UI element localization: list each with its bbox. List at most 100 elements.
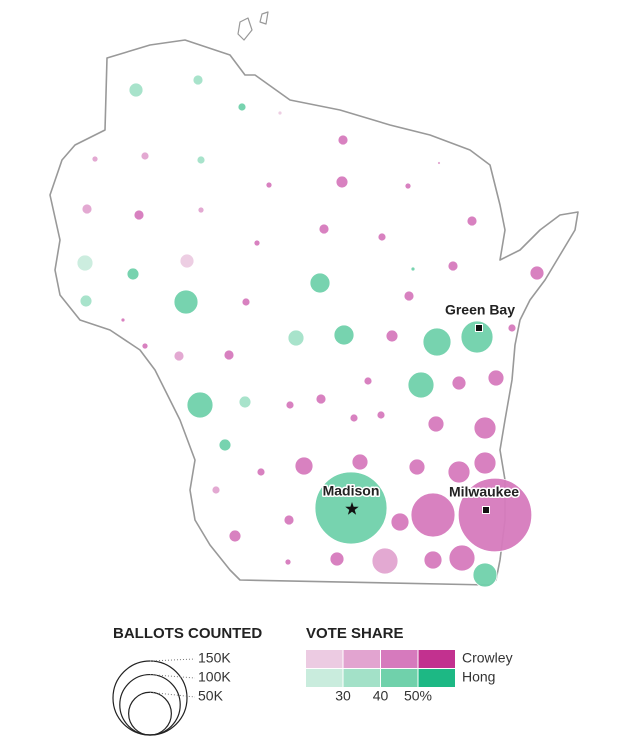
legend-series-name: Crowley <box>462 650 513 666</box>
county-bubble <box>140 151 150 161</box>
county-bubble <box>457 477 533 553</box>
county-bubble <box>218 438 232 452</box>
county-bubble <box>437 161 441 165</box>
county-bubble <box>385 329 399 343</box>
county-bubble <box>76 254 94 272</box>
county-bubble <box>91 155 99 163</box>
size-legend-circle <box>112 660 188 736</box>
county-bubble <box>173 289 199 315</box>
size-legend-circle <box>119 673 181 736</box>
county-bubble <box>238 395 252 409</box>
size-legend-leader <box>149 658 196 662</box>
share-legend-title: VOTE SHARE <box>306 625 404 642</box>
county-bubble <box>196 155 206 165</box>
legend-series-name: Hong <box>462 669 495 685</box>
county-bubble <box>333 324 355 346</box>
share-tick-label: 30 <box>335 688 351 704</box>
county-bubble <box>376 410 386 420</box>
city-label: Madison <box>323 483 380 499</box>
county-bubble <box>371 547 399 575</box>
size-legend-circle <box>128 691 172 736</box>
county-bubble <box>173 350 185 362</box>
county-bubble <box>447 460 471 484</box>
city-layer: Green Bay Madison Milwaukee <box>321 300 521 515</box>
county-bubble <box>211 485 221 495</box>
legend: BALLOTS COUNTED VOTE SHARE 150K 100K 50K Cr… <box>112 625 513 736</box>
county-bubble <box>466 215 478 227</box>
county-bubble <box>277 110 283 116</box>
county-bubble <box>128 82 144 98</box>
county-bubble <box>448 544 476 572</box>
county-bubble <box>265 181 273 189</box>
county-bubble <box>287 329 305 347</box>
county-bubble <box>315 393 327 405</box>
county-bubble <box>363 376 373 386</box>
county-bubble <box>335 175 349 189</box>
county-bubble <box>228 529 242 543</box>
city-marker <box>475 324 483 332</box>
size-legend-label: 100K <box>198 669 231 685</box>
county-bubble <box>408 458 426 476</box>
county-bubble <box>473 416 497 440</box>
county-bubble <box>256 467 266 477</box>
county-bubble <box>329 551 345 567</box>
county-bubble <box>403 290 415 302</box>
county-bubble <box>253 239 261 247</box>
share-swatch <box>306 650 343 668</box>
county-bubble <box>284 558 292 566</box>
county-bubble <box>285 400 295 410</box>
county-bubble <box>120 317 126 323</box>
county-bubble <box>529 265 545 281</box>
county-bubble <box>507 323 517 333</box>
size-legend-label: 50K <box>198 688 224 704</box>
county-bubble <box>197 206 205 214</box>
share-swatch <box>381 650 418 668</box>
county-bubble <box>192 74 204 86</box>
share-swatch <box>343 650 380 668</box>
share-swatch <box>381 669 418 687</box>
county-bubble <box>79 294 93 308</box>
city-marker <box>345 502 359 515</box>
county-bubble <box>410 492 456 538</box>
state-outline <box>49 11 579 586</box>
county-bubble <box>133 209 145 221</box>
city-label: Green Bay <box>445 302 515 318</box>
county-bubble <box>126 267 140 281</box>
county-bubble <box>427 415 445 433</box>
county-bubble <box>377 232 387 242</box>
share-tick-label: 50% <box>404 688 432 704</box>
county-bubble <box>351 453 369 471</box>
share-swatch <box>418 650 455 668</box>
size-legend-leader <box>149 674 196 679</box>
city-marker <box>482 506 490 514</box>
county-bubble <box>309 272 331 294</box>
county-bubble <box>241 297 251 307</box>
county-bubble <box>451 375 467 391</box>
county-bubble <box>318 223 330 235</box>
county-bubble <box>423 550 443 570</box>
county-bubble <box>294 456 314 476</box>
county-bubble <box>223 349 235 361</box>
size-legend-title: BALLOTS COUNTED <box>113 625 262 642</box>
county-bubble <box>447 260 459 272</box>
county-bubble <box>179 253 195 269</box>
county-bubble <box>81 203 93 215</box>
county-bubble <box>422 327 452 357</box>
share-swatch <box>418 669 455 687</box>
county-bubble <box>407 371 435 399</box>
county-bubble <box>472 562 498 588</box>
bubble-layer <box>76 74 545 588</box>
share-tick-label: 40 <box>373 688 389 704</box>
county-bubble <box>283 514 295 526</box>
size-legend-label: 150K <box>198 650 231 666</box>
county-bubble <box>237 102 247 112</box>
county-bubble <box>487 369 505 387</box>
city-label: Milwaukee <box>449 484 519 500</box>
county-bubble <box>186 391 214 419</box>
county-bubble <box>141 342 149 350</box>
county-bubble <box>460 320 494 354</box>
county-bubble <box>404 182 412 190</box>
county-bubble <box>473 451 497 475</box>
county-bubble <box>349 413 359 423</box>
